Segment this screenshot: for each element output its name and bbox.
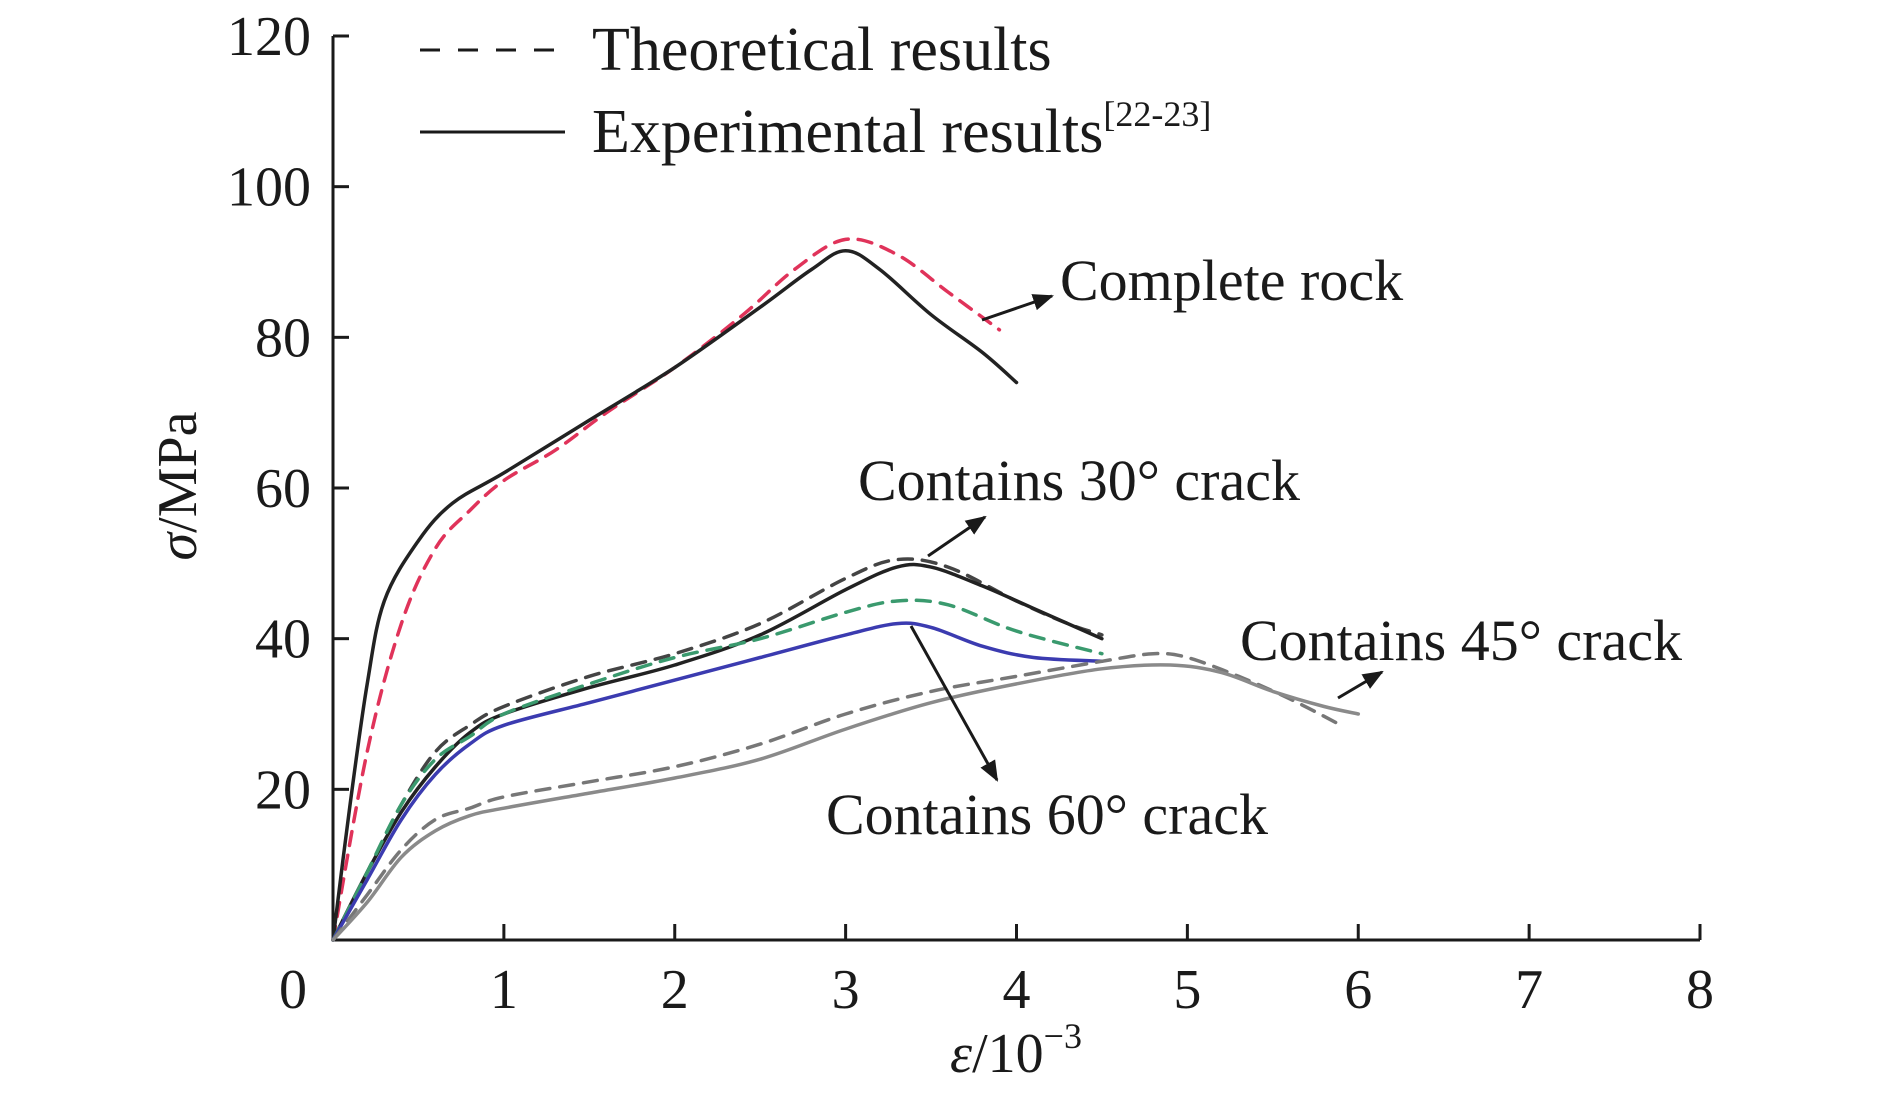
axis-titles: ε/10−3 σ/MPa [147, 411, 1082, 1085]
x-tick-label: 0 [279, 959, 307, 1021]
legend-label-citation: [22-23] [1103, 94, 1211, 134]
series-layer [331, 237, 1361, 942]
legend-label-solid: Experimental results[22-23] [592, 94, 1211, 166]
contains-30-crack-experimental-line [331, 562, 1104, 942]
x-tick-label: 6 [1344, 959, 1372, 1021]
x-tick-label: 1 [490, 959, 518, 1021]
x-tick-label: 4 [1003, 959, 1031, 1021]
y-axis-unit: /MPa [147, 411, 209, 532]
contains-45-crack-arrow [1337, 670, 1384, 700]
y-tick-label: 120 [227, 6, 311, 68]
axes: 0 1 2 3 4 5 6 7 8 20 40 60 80 100 120 [227, 6, 1714, 1021]
legend-label-text: Experimental results [592, 98, 1103, 166]
legend: Theoretical results Experimental results[… [420, 16, 1211, 166]
complete-rock-experimental-line [331, 248, 1019, 942]
x-axis-title: ε/10−3 [950, 1016, 1082, 1085]
y-tick-label: 20 [255, 759, 311, 821]
contains-45-crack-label: Contains 45° crack [1240, 608, 1682, 673]
x-tick-label: 8 [1686, 959, 1714, 1021]
legend-label-text: Theoretical results [592, 16, 1052, 84]
x-tick-label: 5 [1173, 959, 1201, 1021]
x-axis-symbol: ε [950, 1023, 973, 1085]
x-axis-exponent: −3 [1044, 1016, 1082, 1056]
x-tick-label: 7 [1515, 959, 1543, 1021]
x-tick-label: 3 [832, 959, 860, 1021]
x-axis-unit: /10 [972, 1023, 1044, 1085]
contains-30-crack-arrow [927, 515, 987, 558]
contains-60-crack-experimental-line [331, 621, 1104, 942]
legend-label-dashed: Theoretical results [592, 16, 1052, 84]
contains-45-crack-experimental-line [331, 663, 1361, 942]
y-tick-label: 100 [227, 157, 311, 219]
complete-rock-label: Complete rock [1060, 248, 1403, 313]
contains-60-crack-theoretical-line [331, 598, 1104, 942]
y-tick-label: 40 [255, 609, 311, 671]
x-tick-label: 2 [661, 959, 689, 1021]
y-axis-symbol: σ [147, 530, 209, 560]
contains-60-crack-arrow [909, 625, 999, 782]
contains-60-crack-label: Contains 60° crack [826, 782, 1268, 847]
complete-rock-arrow [981, 294, 1054, 322]
y-tick-label: 80 [255, 307, 311, 369]
y-tick-label: 60 [255, 458, 311, 520]
complete-rock-theoretical-line [331, 237, 1002, 942]
contains-30-crack-label: Contains 30° crack [858, 448, 1300, 513]
y-axis-title: σ/MPa [147, 411, 209, 560]
contains-45-crack-theoretical-line [331, 651, 1343, 942]
annotation-layer: Complete rock Contains 30° crack Contains … [826, 248, 1682, 847]
